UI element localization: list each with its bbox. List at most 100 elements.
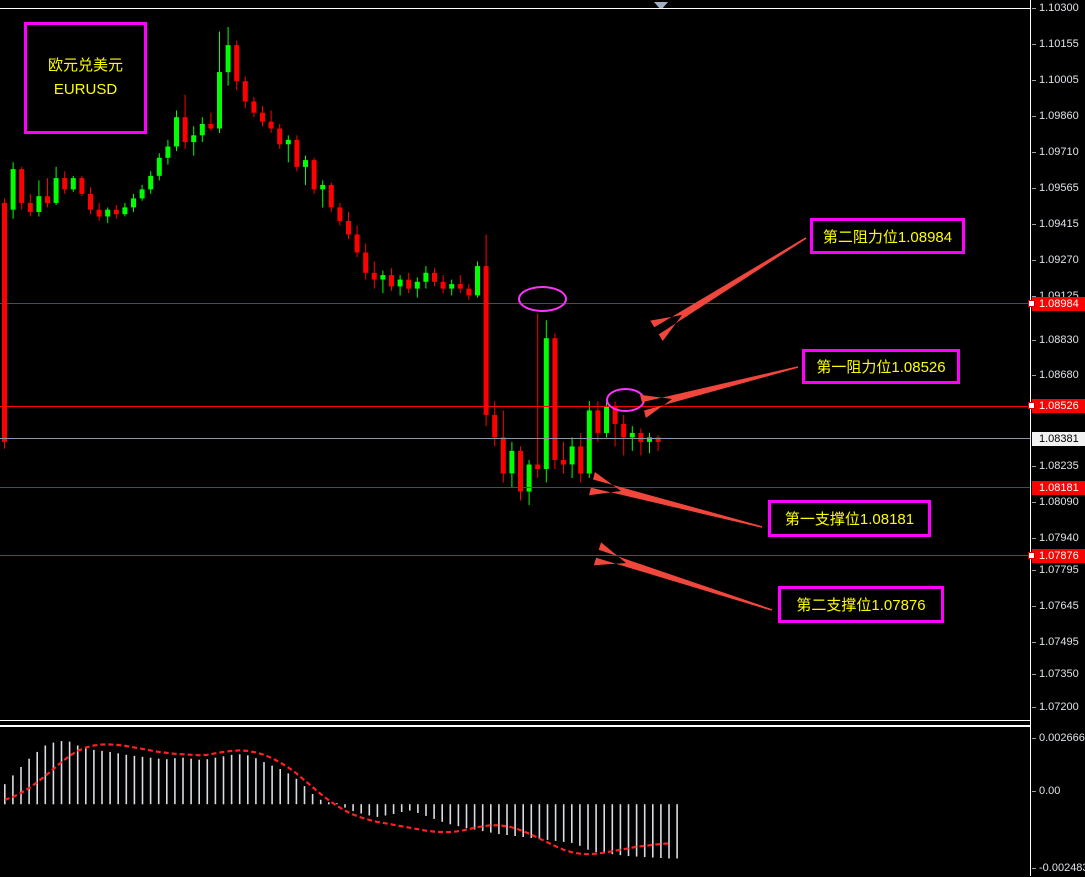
axis-tick-label: 1.08680 — [1039, 369, 1079, 381]
macd-histogram-bar — [328, 802, 330, 805]
candle-body — [88, 193, 93, 210]
axis-tick-mark — [1032, 642, 1036, 643]
macd-histogram-bar — [579, 804, 581, 846]
macd-histogram-bar — [182, 757, 184, 805]
macd-histogram-bar — [449, 804, 452, 825]
resistance-2-tag[interactable]: 1.08984 — [1028, 297, 1085, 311]
macd-histogram-bar — [392, 804, 395, 814]
candle-body — [346, 221, 351, 235]
highlight-resistance-1[interactable] — [606, 388, 645, 412]
resistance-1-line[interactable] — [0, 406, 1030, 407]
candle-body — [621, 423, 627, 438]
level-drag-handle[interactable] — [1028, 552, 1035, 559]
candle-body — [242, 81, 248, 102]
axis-tick-mark — [1032, 738, 1036, 739]
candle-body — [389, 275, 394, 287]
axis-tick-mark — [1032, 538, 1036, 539]
annotation-resistance-1[interactable]: 第一阻力位1.08526 — [802, 349, 960, 384]
candle-body — [113, 209, 119, 215]
candle-body — [655, 437, 661, 442]
axis-tick-mark — [1032, 296, 1036, 297]
macd-histogram-bar — [546, 804, 549, 840]
support-2-line[interactable] — [0, 555, 1030, 556]
candle-body — [509, 450, 515, 474]
axis-tick-label: 1.10300 — [1039, 2, 1079, 14]
chart-top-marker-icon — [654, 2, 668, 10]
support-1-tag[interactable]: 1.08181 — [1032, 481, 1085, 495]
candle-body — [466, 288, 472, 296]
macd-histogram-bar — [376, 804, 379, 817]
macd-histogram-bar — [368, 804, 371, 816]
resistance-2-line[interactable] — [0, 303, 1030, 304]
candle-body — [62, 178, 68, 190]
macd-histogram-bar — [12, 775, 14, 805]
level-drag-handle[interactable] — [1028, 300, 1035, 307]
macd-histogram-bar — [530, 804, 533, 838]
symbol-label-cn: 欧元兑美元 — [47, 57, 123, 74]
candle-body — [647, 437, 652, 442]
macd-histogram-bar — [554, 804, 557, 841]
candle-body — [122, 207, 128, 215]
price-axis-tick: 1.08680 — [1031, 369, 1085, 382]
macd-histogram-bar — [514, 804, 516, 836]
macd-histogram-bar — [652, 804, 654, 858]
symbol-label-code: EURUSD — [53, 81, 118, 98]
bid-price-tag[interactable]: 1.08381 — [1032, 432, 1085, 446]
support-2-tag[interactable]: 1.07876 — [1028, 549, 1085, 563]
symbol-label-box: 欧元兑美元 EURUSD — [24, 22, 147, 134]
price-axis-tick: 1.07200 — [1031, 701, 1085, 714]
level-drag-handle[interactable] — [1028, 402, 1035, 409]
price-axis[interactable]: 1.10300 1.10155 1.10005 1.09860 1.09710 1.095… — [1028, 0, 1085, 876]
macd-histogram-bar — [238, 754, 241, 805]
macd-histogram-bar — [295, 778, 298, 805]
macd-histogram-bar — [93, 749, 95, 805]
macd-histogram-bar — [587, 804, 589, 850]
macd-histogram-bar — [595, 804, 597, 853]
candle-body — [328, 184, 334, 208]
macd-histogram-bar — [214, 757, 217, 805]
candle-body — [483, 266, 489, 415]
candle-body — [320, 184, 326, 190]
annotation-resistance-2[interactable]: 第二阻力位1.08984 — [810, 218, 965, 254]
candle-wick — [305, 155, 306, 185]
candle-body — [449, 284, 455, 289]
macd-histogram-bar — [538, 804, 541, 839]
axis-tick-mark — [1032, 44, 1036, 45]
axis-tick-mark — [1032, 868, 1036, 869]
macd-histogram-bar — [522, 804, 524, 837]
price-axis-tick: 1.08090 — [1031, 496, 1085, 509]
price-axis-tick: 1.07350 — [1031, 668, 1085, 681]
macd-histogram-bar — [425, 804, 427, 816]
annotation-support-2[interactable]: 第二支撑位1.07876 — [778, 586, 944, 623]
macd-indicator-pane[interactable] — [0, 726, 1030, 877]
macd-histogram-bar — [473, 804, 476, 830]
axis-tick-label: 1.09415 — [1039, 218, 1079, 230]
macd-histogram-bar — [247, 755, 249, 805]
macd-histogram-bar — [660, 804, 662, 858]
candle-body — [406, 279, 412, 289]
annotation-support-1[interactable]: 第一支撑位1.08181 — [768, 500, 931, 537]
axis-tick-mark — [1032, 674, 1036, 675]
axis-tick-label: 1.10005 — [1039, 74, 1079, 86]
highlight-resistance-2[interactable] — [518, 286, 567, 312]
support-1-line[interactable] — [0, 487, 1030, 488]
macd-histogram-bar — [562, 804, 565, 842]
macd-histogram-bar — [279, 769, 281, 805]
candle-body — [612, 405, 618, 424]
macd-histogram-bar — [4, 784, 6, 805]
candle-body — [156, 157, 162, 176]
candle-body — [2, 202, 7, 442]
candle-wick — [649, 432, 650, 454]
macd-histogram-bar — [627, 804, 630, 857]
price-axis-tick: 1.07495 — [1031, 636, 1085, 649]
bid-line[interactable] — [0, 438, 1030, 439]
candle-body — [79, 178, 85, 194]
axis-tick-label: 1.10155 — [1039, 38, 1079, 50]
candle-body — [105, 209, 111, 217]
candle-body — [174, 117, 179, 147]
resistance-1-tag[interactable]: 1.08526 — [1028, 399, 1085, 413]
candle-body — [303, 160, 308, 167]
axis-tick-mark — [1032, 466, 1036, 467]
axis-tick-mark — [1032, 606, 1036, 607]
